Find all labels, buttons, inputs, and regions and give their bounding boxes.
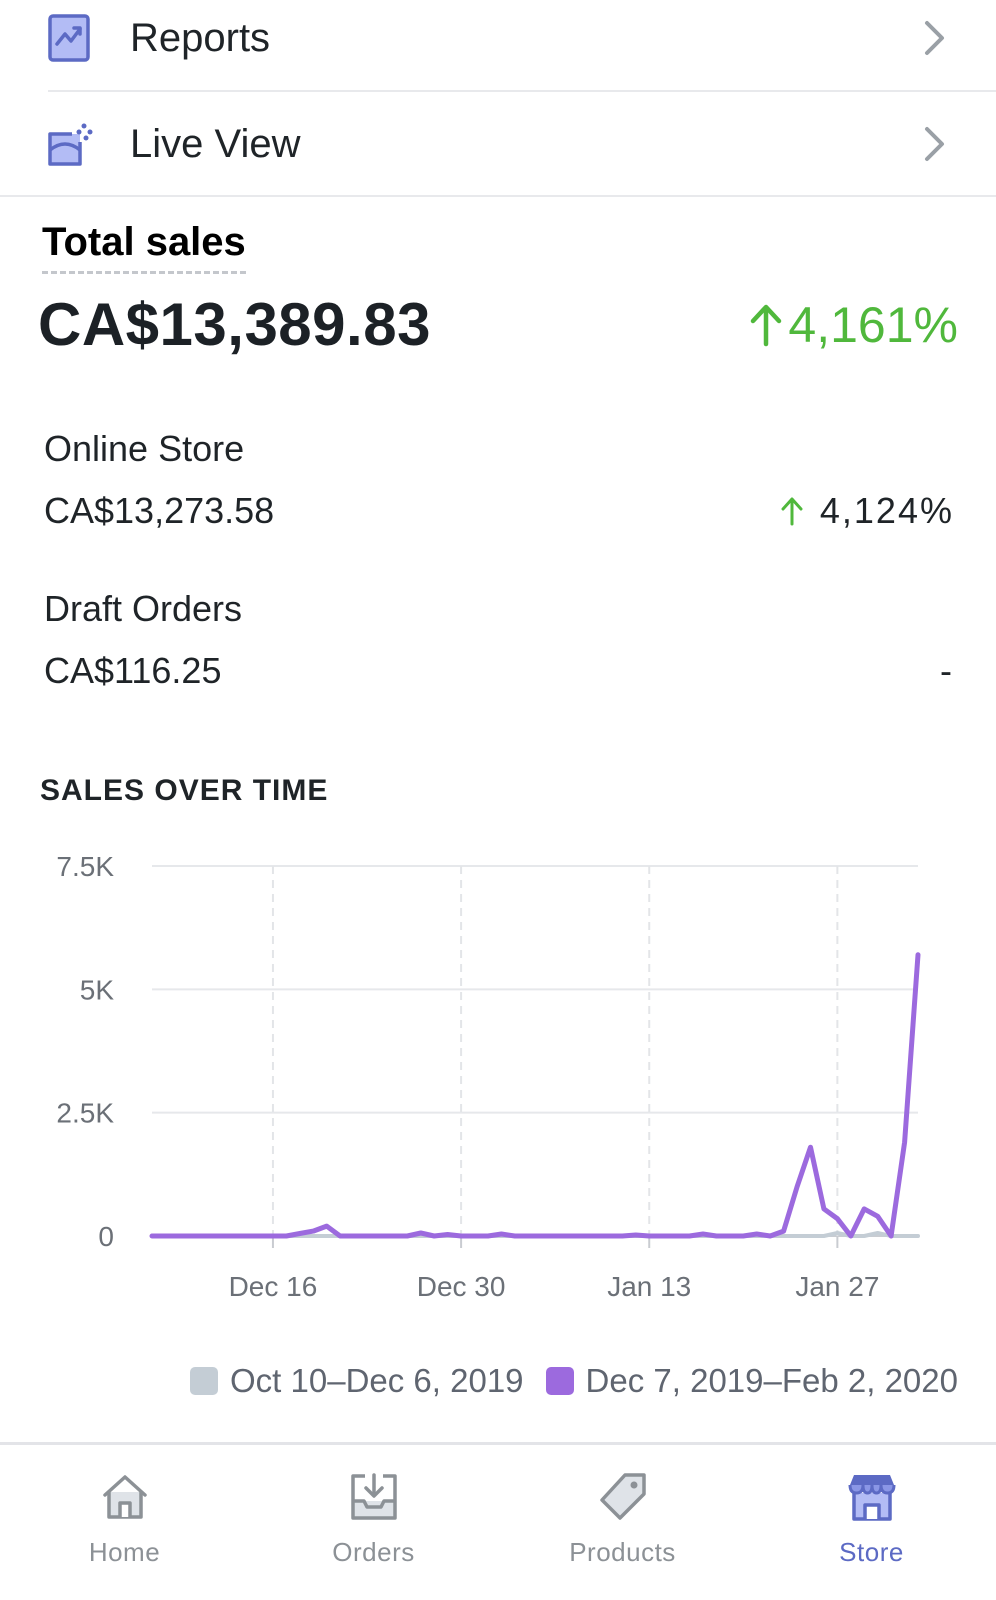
- legend-swatch-previous: [190, 1367, 219, 1395]
- tab-home[interactable]: Home: [0, 1445, 249, 1600]
- y-tick-label: 2.5K: [56, 1098, 114, 1129]
- legend-item-current: Dec 7, 2019–Feb 2, 2020: [545, 1362, 958, 1400]
- y-tick-label: 0: [98, 1221, 114, 1252]
- sales-over-time-chart[interactable]: 7.5K 5K 2.5K 0 Dec 16 Dec 30 Jan 13 Jan 27: [0, 830, 996, 1330]
- sales-over-time-title: SALES OVER TIME: [40, 774, 329, 807]
- legend-swatch-current: [545, 1367, 574, 1395]
- chart-legend: Oct 10–Dec 6, 2019 Dec 7, 2019–Feb 2, 20…: [168, 1362, 958, 1400]
- live-view-label: Live View: [130, 121, 301, 166]
- reports-icon: [48, 14, 90, 62]
- legend-label-previous: Oct 10–Dec 6, 2019: [230, 1362, 524, 1399]
- total-sales-change: 4,161%: [748, 296, 958, 354]
- legend-item-previous: Oct 10–Dec 6, 2019: [190, 1362, 524, 1400]
- arrow-up-icon: [751, 304, 782, 347]
- chevron-right-icon: [925, 127, 944, 161]
- channel-change-value: 4,124%: [819, 490, 954, 531]
- total-sales-title[interactable]: Total sales: [42, 220, 246, 274]
- orders-icon: [350, 1473, 397, 1520]
- tab-bar-divider: [0, 1442, 996, 1445]
- legend-label-current: Dec 7, 2019–Feb 2, 2020: [585, 1362, 958, 1399]
- x-tick-label: Jan 13: [607, 1271, 691, 1302]
- menu-divider: [48, 90, 996, 92]
- store-icon: [848, 1475, 895, 1521]
- x-tick-label: Dec 16: [229, 1271, 318, 1302]
- channel-amount: CA$116.25: [44, 650, 222, 691]
- section-divider: [0, 195, 996, 197]
- tab-store[interactable]: Store: [747, 1445, 996, 1600]
- chevron-right-icon: [925, 21, 944, 55]
- tab-products-label: Products: [569, 1537, 676, 1567]
- y-tick-label: 7.5K: [56, 851, 114, 882]
- tab-store-label: Store: [839, 1537, 904, 1567]
- y-tick-label: 5K: [80, 974, 115, 1005]
- tab-products[interactable]: Products: [498, 1445, 747, 1600]
- tab-bar: Home Orders Products: [0, 1445, 996, 1600]
- sales-chart-svg: 7.5K 5K 2.5K 0 Dec 16 Dec 30 Jan 13 Jan 27: [56, 851, 921, 1302]
- reports-menu-item[interactable]: Reports: [0, 0, 996, 90]
- channel-amount: CA$13,273.58: [44, 490, 275, 531]
- tab-orders-label: Orders: [332, 1537, 415, 1567]
- total-sales-amount: CA$13,389.83: [38, 291, 431, 358]
- x-tick-label: Dec 30: [417, 1271, 506, 1302]
- series-line-current: [149, 952, 921, 1239]
- products-icon: [599, 1473, 646, 1520]
- reports-label: Reports: [130, 15, 271, 60]
- total-sales-change-value: 4,161%: [788, 297, 958, 353]
- home-icon: [102, 1475, 147, 1519]
- x-tick-label: Jan 27: [795, 1271, 879, 1302]
- channel-change: -: [940, 650, 954, 692]
- tab-orders[interactable]: Orders: [249, 1445, 498, 1600]
- live-view-menu-item[interactable]: Live View: [0, 92, 996, 196]
- arrow-up-icon: [781, 497, 803, 526]
- channel-name: Draft Orders: [44, 588, 243, 629]
- channel-change: 4,124%: [780, 490, 954, 532]
- channel-change-value: -: [940, 650, 954, 691]
- tab-home-label: Home: [88, 1537, 161, 1567]
- live-view-icon: [48, 123, 93, 166]
- channel-name: Online Store: [44, 428, 245, 469]
